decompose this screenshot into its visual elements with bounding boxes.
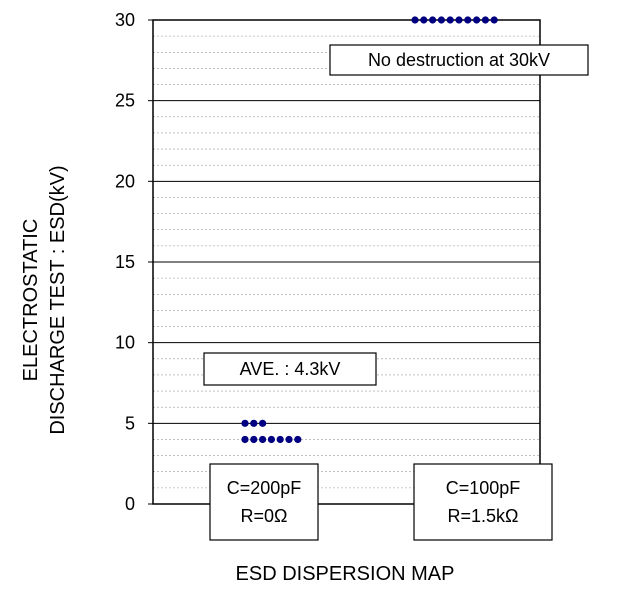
condition-box-1-frame <box>209 463 319 541</box>
condition-box-2-text: R=1.5kΩ <box>448 506 519 526</box>
y-tick-label: 30 <box>115 10 135 30</box>
y-tick-label: 15 <box>115 252 135 272</box>
data-points <box>241 16 498 444</box>
data-point <box>250 419 258 427</box>
y-tick-label: 0 <box>125 494 135 514</box>
data-point <box>446 16 454 24</box>
y-axis-label: ELECTROSTATIC DISCHARGE TEST : ESD(kV) <box>10 150 80 450</box>
data-point <box>250 435 258 444</box>
data-point <box>481 16 489 24</box>
condition-box-2-text: C=100pF <box>446 478 521 498</box>
data-point <box>464 16 472 24</box>
data-point <box>490 16 498 24</box>
y-tick-labels: 0 5 10 15 20 25 30 <box>115 10 153 514</box>
data-point <box>437 16 445 24</box>
x-axis-label: ESD DISPERSION MAP <box>235 563 455 585</box>
data-point <box>473 16 481 24</box>
average-annotation-text: AVE. : 4.3kV <box>240 359 341 379</box>
no-destruction-annotation: No destruction at 30kV <box>329 44 589 76</box>
average-annotation: AVE. : 4.3kV <box>203 352 377 386</box>
data-point <box>455 16 463 24</box>
data-point <box>276 435 284 444</box>
data-point <box>429 16 437 24</box>
data-point <box>241 435 249 444</box>
y-axis-label-line-1: ELECTROSTATIC <box>20 218 42 382</box>
y-tick-label: 5 <box>125 413 135 433</box>
data-point <box>285 435 293 444</box>
annotation-boxes: C=200pF R=0Ω C=100pF R=1.5kΩ AVE. : 4.3kV No … <box>203 44 589 541</box>
data-point <box>411 16 419 24</box>
data-point <box>294 435 302 444</box>
data-point <box>259 435 267 444</box>
data-point <box>267 435 275 444</box>
y-axis-label-line-2: DISCHARGE TEST : ESD(kV) <box>47 165 69 435</box>
data-point <box>241 419 249 427</box>
average-annotation-frame <box>203 352 377 386</box>
grid-lines <box>153 35 540 489</box>
condition-box-2-frame <box>413 463 553 541</box>
data-point <box>420 16 428 24</box>
condition-box-1-text: R=0Ω <box>241 506 288 526</box>
y-tick-label: 10 <box>115 333 135 353</box>
no-destruction-annotation-frame <box>329 44 589 76</box>
y-tick-label: 25 <box>115 91 135 111</box>
y-tick-label: 20 <box>115 171 135 191</box>
data-point <box>259 419 267 427</box>
condition-box-2: C=100pF R=1.5kΩ <box>413 463 553 541</box>
no-destruction-annotation-text: No destruction at 30kV <box>368 50 550 70</box>
condition-box-1-text: C=200pF <box>227 478 302 498</box>
condition-box-1: C=200pF R=0Ω <box>209 463 319 541</box>
